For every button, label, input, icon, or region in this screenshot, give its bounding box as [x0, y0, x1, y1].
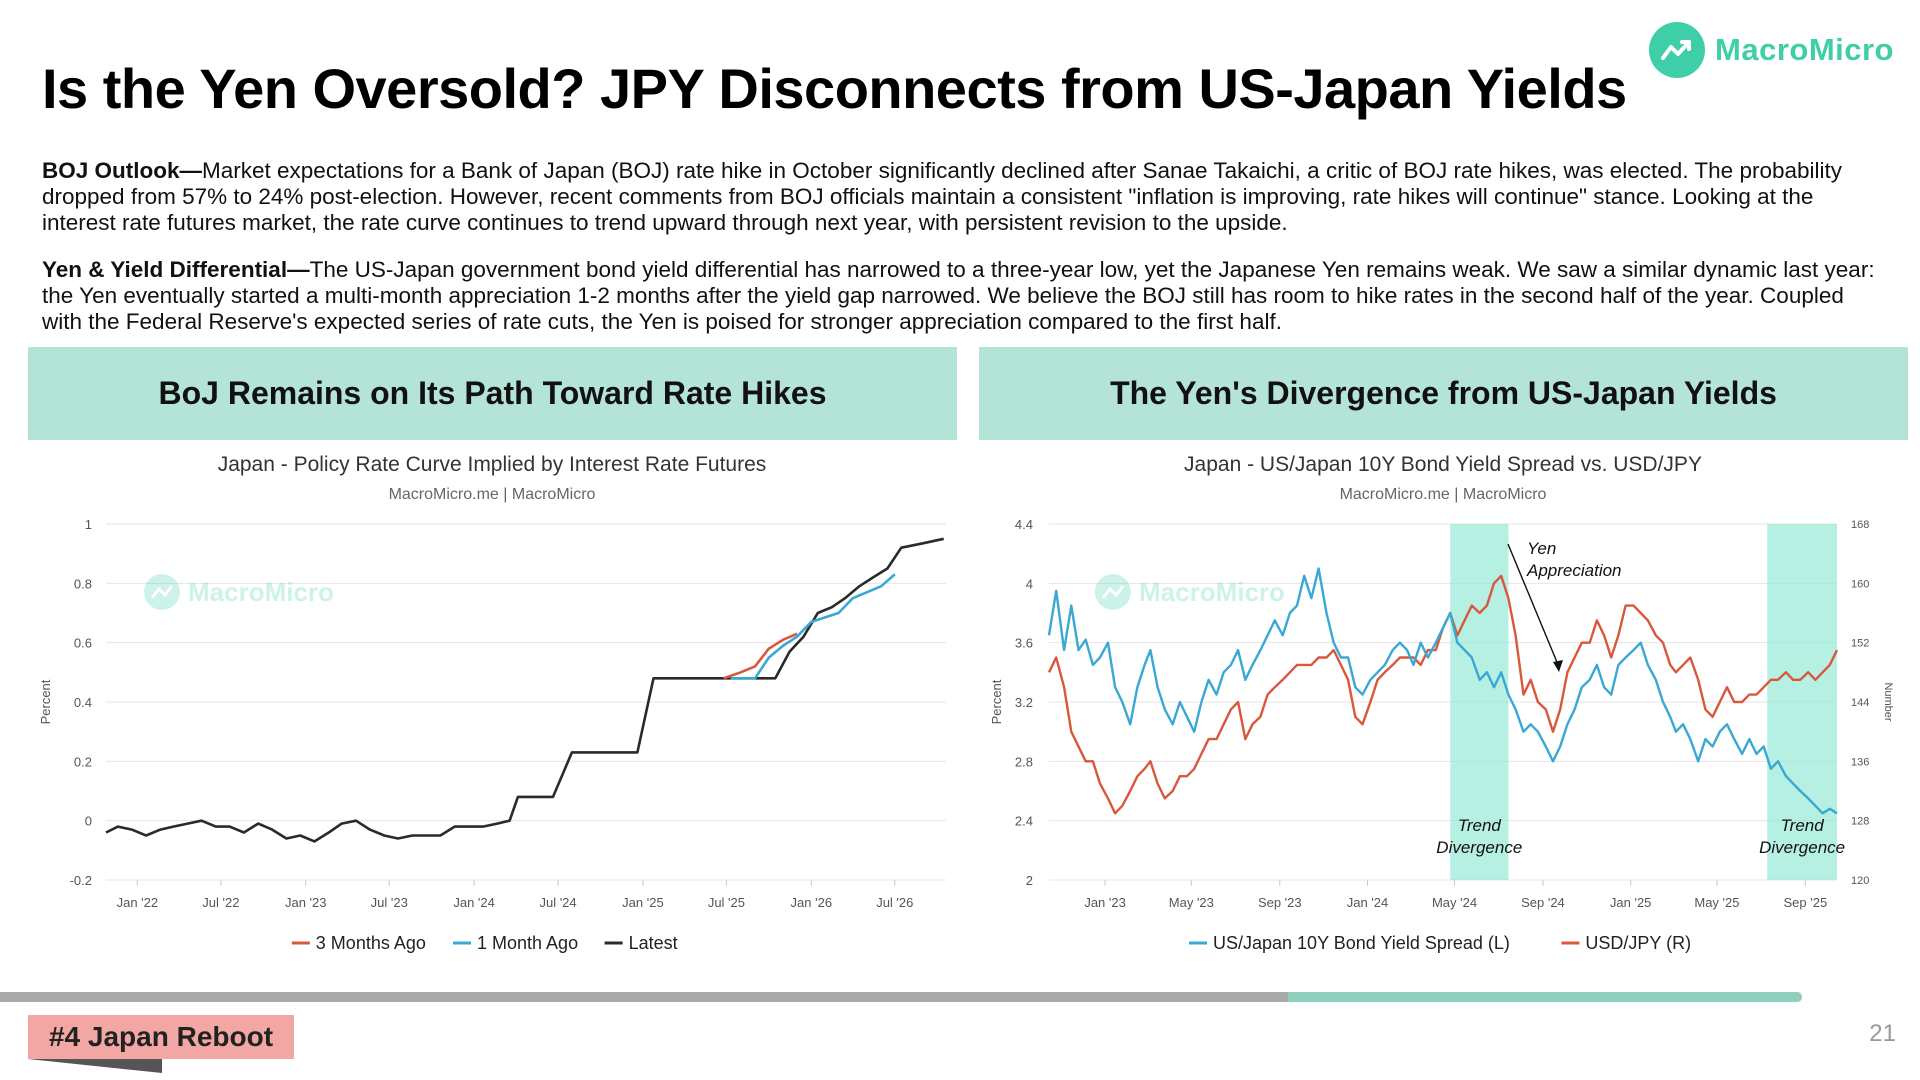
y-right-tick-label: 160	[1851, 578, 1869, 590]
y-left-tick-label: 3.2	[1015, 695, 1033, 710]
y-right-tick-label: 128	[1851, 816, 1869, 828]
yield-differential-paragraph: Yen & Yield Differential—The US-Japan go…	[42, 257, 1887, 335]
band-label-line2: Divergence	[1436, 838, 1522, 857]
chart-watermark: MacroMicro	[144, 574, 334, 610]
paragraph-lead: BOJ Outlook—	[42, 158, 203, 183]
legend-label: 1 Month Ago	[477, 933, 578, 953]
boj-outlook-paragraph: BOJ Outlook—Market expectations for a Ba…	[42, 158, 1887, 236]
annotation-line1: Yen	[1527, 539, 1556, 558]
x-tick-label: May '23	[1169, 895, 1214, 910]
x-tick-label: Jan '23	[285, 895, 327, 910]
macromicro-logo-icon	[1649, 22, 1706, 78]
legend-item[interactable]: US/Japan 10Y Bond Yield Spread (L)	[1189, 933, 1510, 953]
y-right-axis-label: Number	[1882, 682, 1894, 721]
x-tick-label: May '24	[1432, 895, 1477, 910]
x-tick-label: Sep '24	[1521, 895, 1565, 910]
annotation-arrow-head	[1553, 660, 1563, 672]
x-tick-label: Jan '26	[791, 895, 833, 910]
legend-item[interactable]: USD/JPY (R)	[1561, 933, 1691, 953]
legend-item[interactable]: 3 Months Ago	[291, 933, 426, 953]
y-tick-label: 0.4	[74, 695, 92, 710]
y-left-tick-label: 3.6	[1015, 636, 1033, 651]
x-tick-label: Jul '24	[539, 895, 576, 910]
svg-text:MacroMicro: MacroMicro	[188, 577, 334, 607]
series-line-yield-spread	[1047, 567, 1838, 815]
band-label-line2: Divergence	[1759, 838, 1845, 857]
y-tick-label: 1	[85, 517, 92, 532]
x-tick-label: May '25	[1694, 895, 1739, 910]
y-left-tick-label: 2.8	[1015, 754, 1033, 769]
paragraph-lead: Yen & Yield Differential—	[42, 257, 310, 282]
x-tick-label: Jan '25	[622, 895, 664, 910]
y-tick-label: 0.2	[74, 754, 92, 769]
y-left-tick-label: 4	[1026, 576, 1033, 591]
brand-header: MacroMicro	[1649, 22, 1894, 78]
deck-progress-track	[0, 992, 1802, 1002]
x-tick-label: Jan '24	[453, 895, 495, 910]
right-panel-heading: The Yen's Divergence from US-Japan Yield…	[979, 347, 1908, 440]
y-tick-label: -0.2	[70, 873, 92, 888]
page-title: Is the Yen Oversold? JPY Disconnects fro…	[42, 57, 1627, 120]
legend-item[interactable]: Latest	[604, 933, 678, 953]
series-line-1-month-ago	[730, 573, 896, 680]
series-line-usd-jpy	[1047, 574, 1839, 815]
paragraph-text: The US-Japan government bond yield diffe…	[42, 257, 1875, 334]
y-right-tick-label: 168	[1851, 519, 1869, 531]
y-left-tick-label: 4.4	[1015, 517, 1033, 532]
x-tick-label: Jul '23	[371, 895, 408, 910]
section-tag: #4 Japan Reboot	[28, 1015, 294, 1059]
y-left-tick-label: 2.4	[1015, 814, 1033, 829]
y-tick-label: 0.8	[74, 576, 92, 591]
brand-name: MacroMicro	[1715, 32, 1894, 67]
y-right-tick-label: 144	[1851, 697, 1869, 709]
x-tick-label: Jul '26	[876, 895, 913, 910]
legend-label: 3 Months Ago	[316, 933, 426, 953]
chart-subtitle: MacroMicro.me | MacroMicro	[389, 486, 596, 503]
chart-watermark: MacroMicro	[1095, 574, 1285, 610]
annotation-arrow-line	[1507, 543, 1560, 668]
trend-divergence-band	[1450, 524, 1509, 880]
paragraph-text: Market expectations for a Bank of Japan …	[42, 158, 1842, 235]
section-tag-shadow	[28, 1059, 162, 1073]
x-tick-label: Jul '22	[202, 895, 239, 910]
x-tick-label: Sep '25	[1784, 895, 1828, 910]
x-tick-label: Sep '23	[1258, 895, 1302, 910]
chart-subtitle: MacroMicro.me | MacroMicro	[1340, 486, 1547, 503]
legend-label: Latest	[629, 933, 678, 953]
band-label-line1: Trend	[1458, 816, 1502, 835]
left-panel-heading: BoJ Remains on Its Path Toward Rate Hike…	[28, 347, 957, 440]
chart-title: Japan - Policy Rate Curve Implied by Int…	[218, 453, 767, 476]
legend-label: US/Japan 10Y Bond Yield Spread (L)	[1213, 933, 1510, 953]
x-tick-label: Jan '23	[1084, 895, 1126, 910]
trend-divergence-band	[1767, 524, 1837, 880]
yield-spread-chart: Japan - US/Japan 10Y Bond Yield Spread v…	[989, 453, 1894, 953]
y-tick-label: 0	[85, 814, 92, 829]
y-right-tick-label: 136	[1851, 756, 1869, 768]
x-tick-label: Jul '25	[708, 895, 745, 910]
annotation-line2: Appreciation	[1526, 561, 1622, 580]
y-left-tick-label: 2	[1026, 873, 1033, 888]
legend-label: USD/JPY (R)	[1585, 933, 1691, 953]
y-axis-label: Percent	[38, 679, 53, 724]
y-right-tick-label: 120	[1851, 875, 1869, 887]
y-tick-label: 0.6	[74, 636, 92, 651]
x-tick-label: Jan '24	[1347, 895, 1389, 910]
page-number: 21	[1869, 1020, 1896, 1047]
y-left-axis-label: Percent	[989, 679, 1004, 724]
deck-progress-fill	[1288, 992, 1802, 1002]
x-tick-label: Jan '25	[1610, 895, 1652, 910]
chart-title: Japan - US/Japan 10Y Bond Yield Spread v…	[1184, 453, 1702, 476]
x-tick-label: Jan '22	[117, 895, 159, 910]
band-label-line1: Trend	[1781, 816, 1825, 835]
legend-item[interactable]: 1 Month Ago	[453, 933, 578, 953]
svg-text:MacroMicro: MacroMicro	[1139, 577, 1285, 607]
series-line-latest	[105, 537, 944, 843]
y-right-tick-label: 152	[1851, 638, 1869, 650]
policy-rate-chart: Japan - Policy Rate Curve Implied by Int…	[38, 453, 946, 953]
series-line-3-months-ago	[723, 632, 798, 680]
